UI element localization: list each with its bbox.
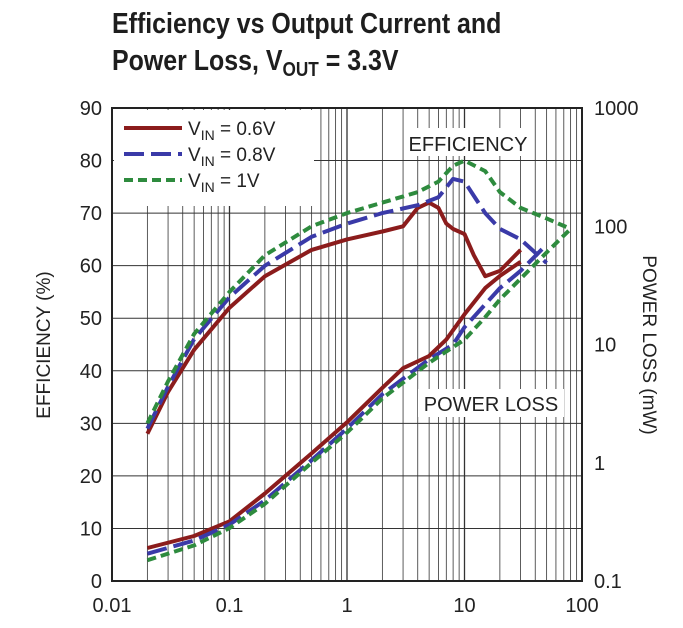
y-left-tick-label: 0 [91, 571, 102, 593]
annotation-background [404, 128, 532, 156]
x-tick-label: 0.01 [93, 595, 132, 617]
y-left-tick-label: 50 [80, 308, 102, 330]
curves [145, 158, 573, 563]
chart-title: Efficiency vs Output Current and Power L… [112, 6, 501, 89]
annotation-power-loss: POWER LOSS [424, 394, 558, 416]
title-line-1: Efficiency vs Output Current and [112, 8, 502, 40]
legend-label: VIN = 0.6V [188, 119, 276, 143]
y-axis-label-left: EFFICIENCY (%) [34, 271, 55, 418]
annotation-background [418, 389, 564, 417]
power-loss-curve-series-1 [146, 260, 522, 550]
y-left-tick-label: 30 [80, 413, 102, 435]
power-loss-curve-series-2 [146, 243, 549, 556]
title-line-2-prefix: Power Loss, V [112, 45, 283, 77]
y-left-tick-label: 10 [80, 518, 102, 540]
legend-label: VIN = 0.8V [188, 145, 276, 169]
x-tick-label: 100 [565, 595, 598, 617]
y-right-tick-label: 100 [594, 216, 627, 238]
y-right-tick-label: 10 [594, 335, 616, 357]
y-axis-label-right: POWER LOSS (mW) [638, 255, 659, 434]
y-right-tick-label: 0.1 [594, 571, 622, 593]
y-left-tick-label: 70 [80, 203, 102, 225]
efficiency-curve-series-1 [145, 200, 523, 435]
y-left-tick-label: 20 [80, 466, 102, 488]
y-left-tick-label: 40 [80, 361, 102, 383]
y-left-tick-label: 60 [80, 256, 102, 278]
x-tick-label: 10 [453, 595, 475, 617]
annotation-efficiency: EFFICIENCY [409, 134, 528, 156]
x-tick-label: 1 [341, 595, 352, 617]
legend-label: VIN = 1V [188, 171, 260, 195]
title-line-2: Power Loss, VOUT = 3.3V [112, 43, 501, 89]
y-left-tick-label: 90 [80, 98, 102, 120]
annotations: EFFICIENCY POWER LOSS [404, 128, 564, 417]
title-line-2-suffix: = 3.3V [318, 45, 399, 77]
y-right-tick-label: 1000 [594, 98, 639, 120]
y-right-tick-label: 1 [594, 453, 605, 475]
y-left-tick-label: 80 [80, 151, 102, 173]
plot-frame [111, 107, 583, 582]
x-tick-label: 0.1 [216, 595, 244, 617]
efficiency-curve-series-2 [145, 176, 548, 430]
title-line-2-subscript: OUT [282, 59, 319, 81]
tick-labels: 0.01 0.1 1 10 10001020304050607080900.111010… [80, 98, 639, 617]
power-loss-curve-series-3 [146, 227, 573, 563]
